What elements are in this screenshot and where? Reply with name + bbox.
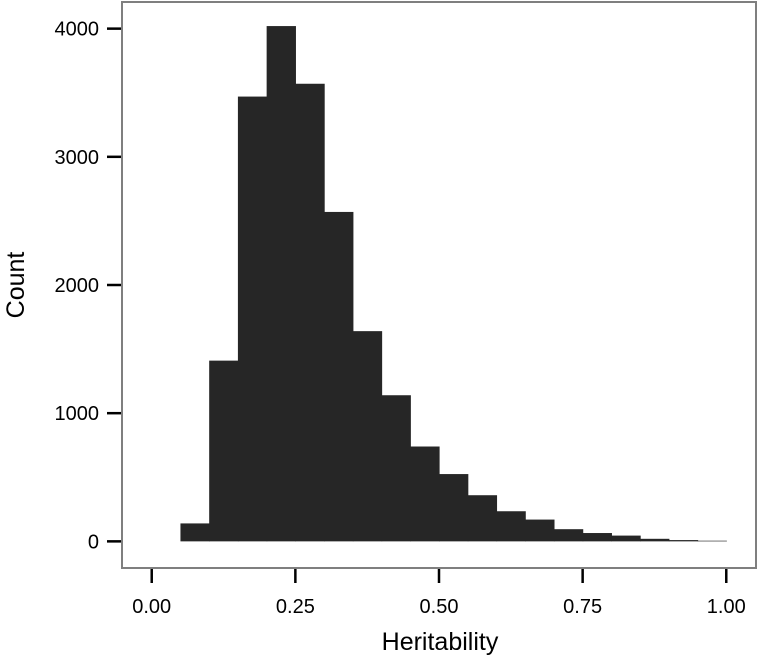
histogram-bar: [410, 446, 440, 542]
histogram-bar: [525, 519, 555, 542]
x-axis-title: Heritability: [382, 628, 499, 656]
histogram-bar: [180, 523, 210, 542]
y-axis-title: Count: [2, 252, 30, 319]
y-tick-label: 2000: [55, 275, 100, 297]
histogram-bar: [381, 395, 411, 542]
histogram-bar: [237, 96, 268, 542]
histogram-bar: [611, 535, 641, 542]
y-tick-label: 3000: [55, 147, 100, 169]
x-tick-label: 0.25: [276, 596, 315, 618]
histogram-bar: [553, 529, 584, 542]
y-tick-label: 1000: [55, 403, 100, 425]
histogram-bar: [582, 533, 612, 542]
x-tick-label: 0.50: [420, 596, 459, 618]
histogram-bar: [209, 360, 239, 542]
x-tick-label: 0.00: [132, 596, 171, 618]
x-axis: 0.00 0.25 0.50 0.75 1.00: [132, 569, 746, 618]
y-tick-label: 0: [88, 531, 99, 553]
y-axis: 0 1000 2000 3000 4000: [55, 19, 121, 553]
histogram-bar: [352, 331, 383, 542]
histogram-bar: [266, 26, 296, 542]
x-tick-label: 1.00: [707, 596, 746, 618]
histogram-bar: [496, 511, 526, 542]
histogram-bar: [467, 495, 498, 542]
bars-group: [180, 26, 727, 542]
histogram-bar: [439, 474, 469, 542]
histogram-bar: [295, 83, 325, 542]
histogram-bar: [697, 540, 727, 542]
y-tick-label: 4000: [55, 19, 100, 41]
histogram-bar: [668, 540, 699, 542]
histogram-bar: [640, 538, 670, 542]
x-tick-label: 0.75: [563, 596, 602, 618]
histogram-bar: [324, 211, 354, 542]
